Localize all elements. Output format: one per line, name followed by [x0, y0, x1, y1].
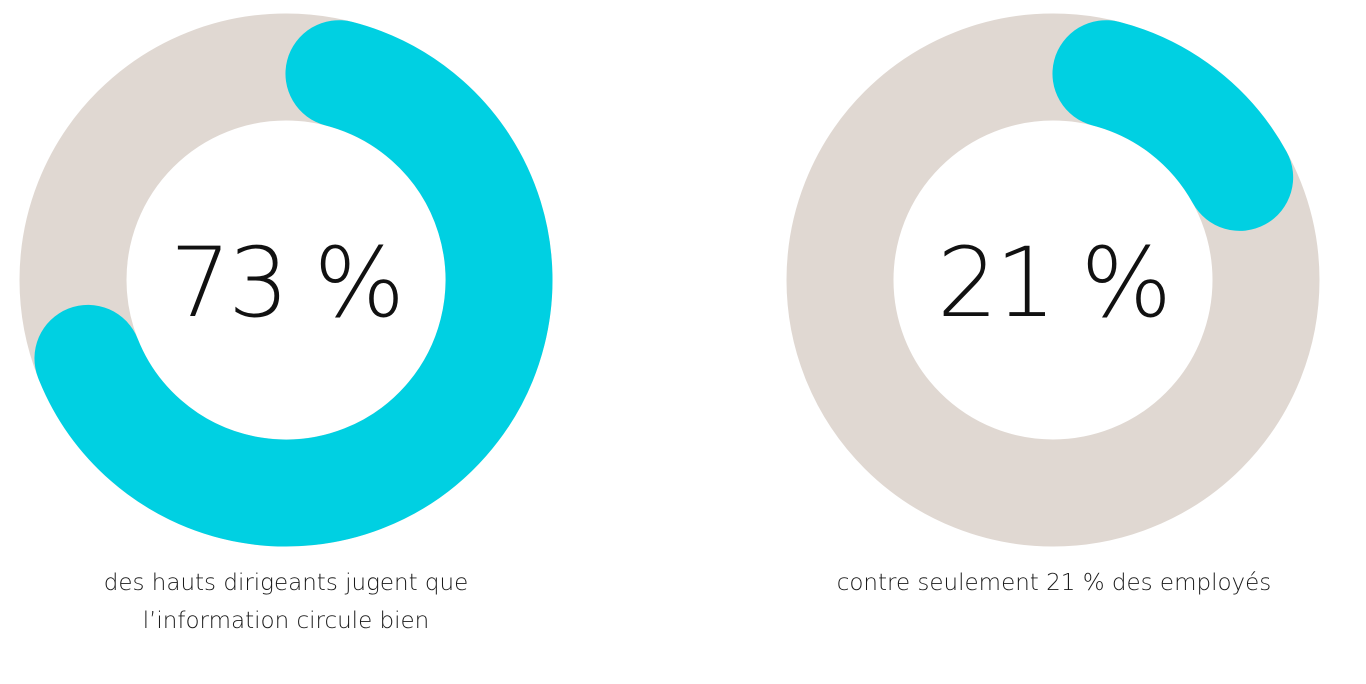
caption-leaders: des hauts dirigeants jugent que l’inform… — [36, 564, 536, 640]
donut-chart-leaders: 73 % — [19, 13, 553, 547]
donut-value-arc — [1052, 20, 1294, 231]
donut-center-label: 21 % — [937, 227, 1169, 339]
caption-line: des hauts dirigeants jugent que — [103, 570, 469, 596]
donut-chart-employees: 21 % — [786, 13, 1320, 547]
caption-line: contre seulement 21 % des employés — [836, 570, 1272, 596]
caption-employees: contre seulement 21 % des employés — [754, 564, 1354, 602]
caption-line: l’information circule bien — [142, 608, 430, 634]
donut-value-arc — [34, 20, 553, 547]
donut-center-label: 73 % — [170, 227, 402, 339]
